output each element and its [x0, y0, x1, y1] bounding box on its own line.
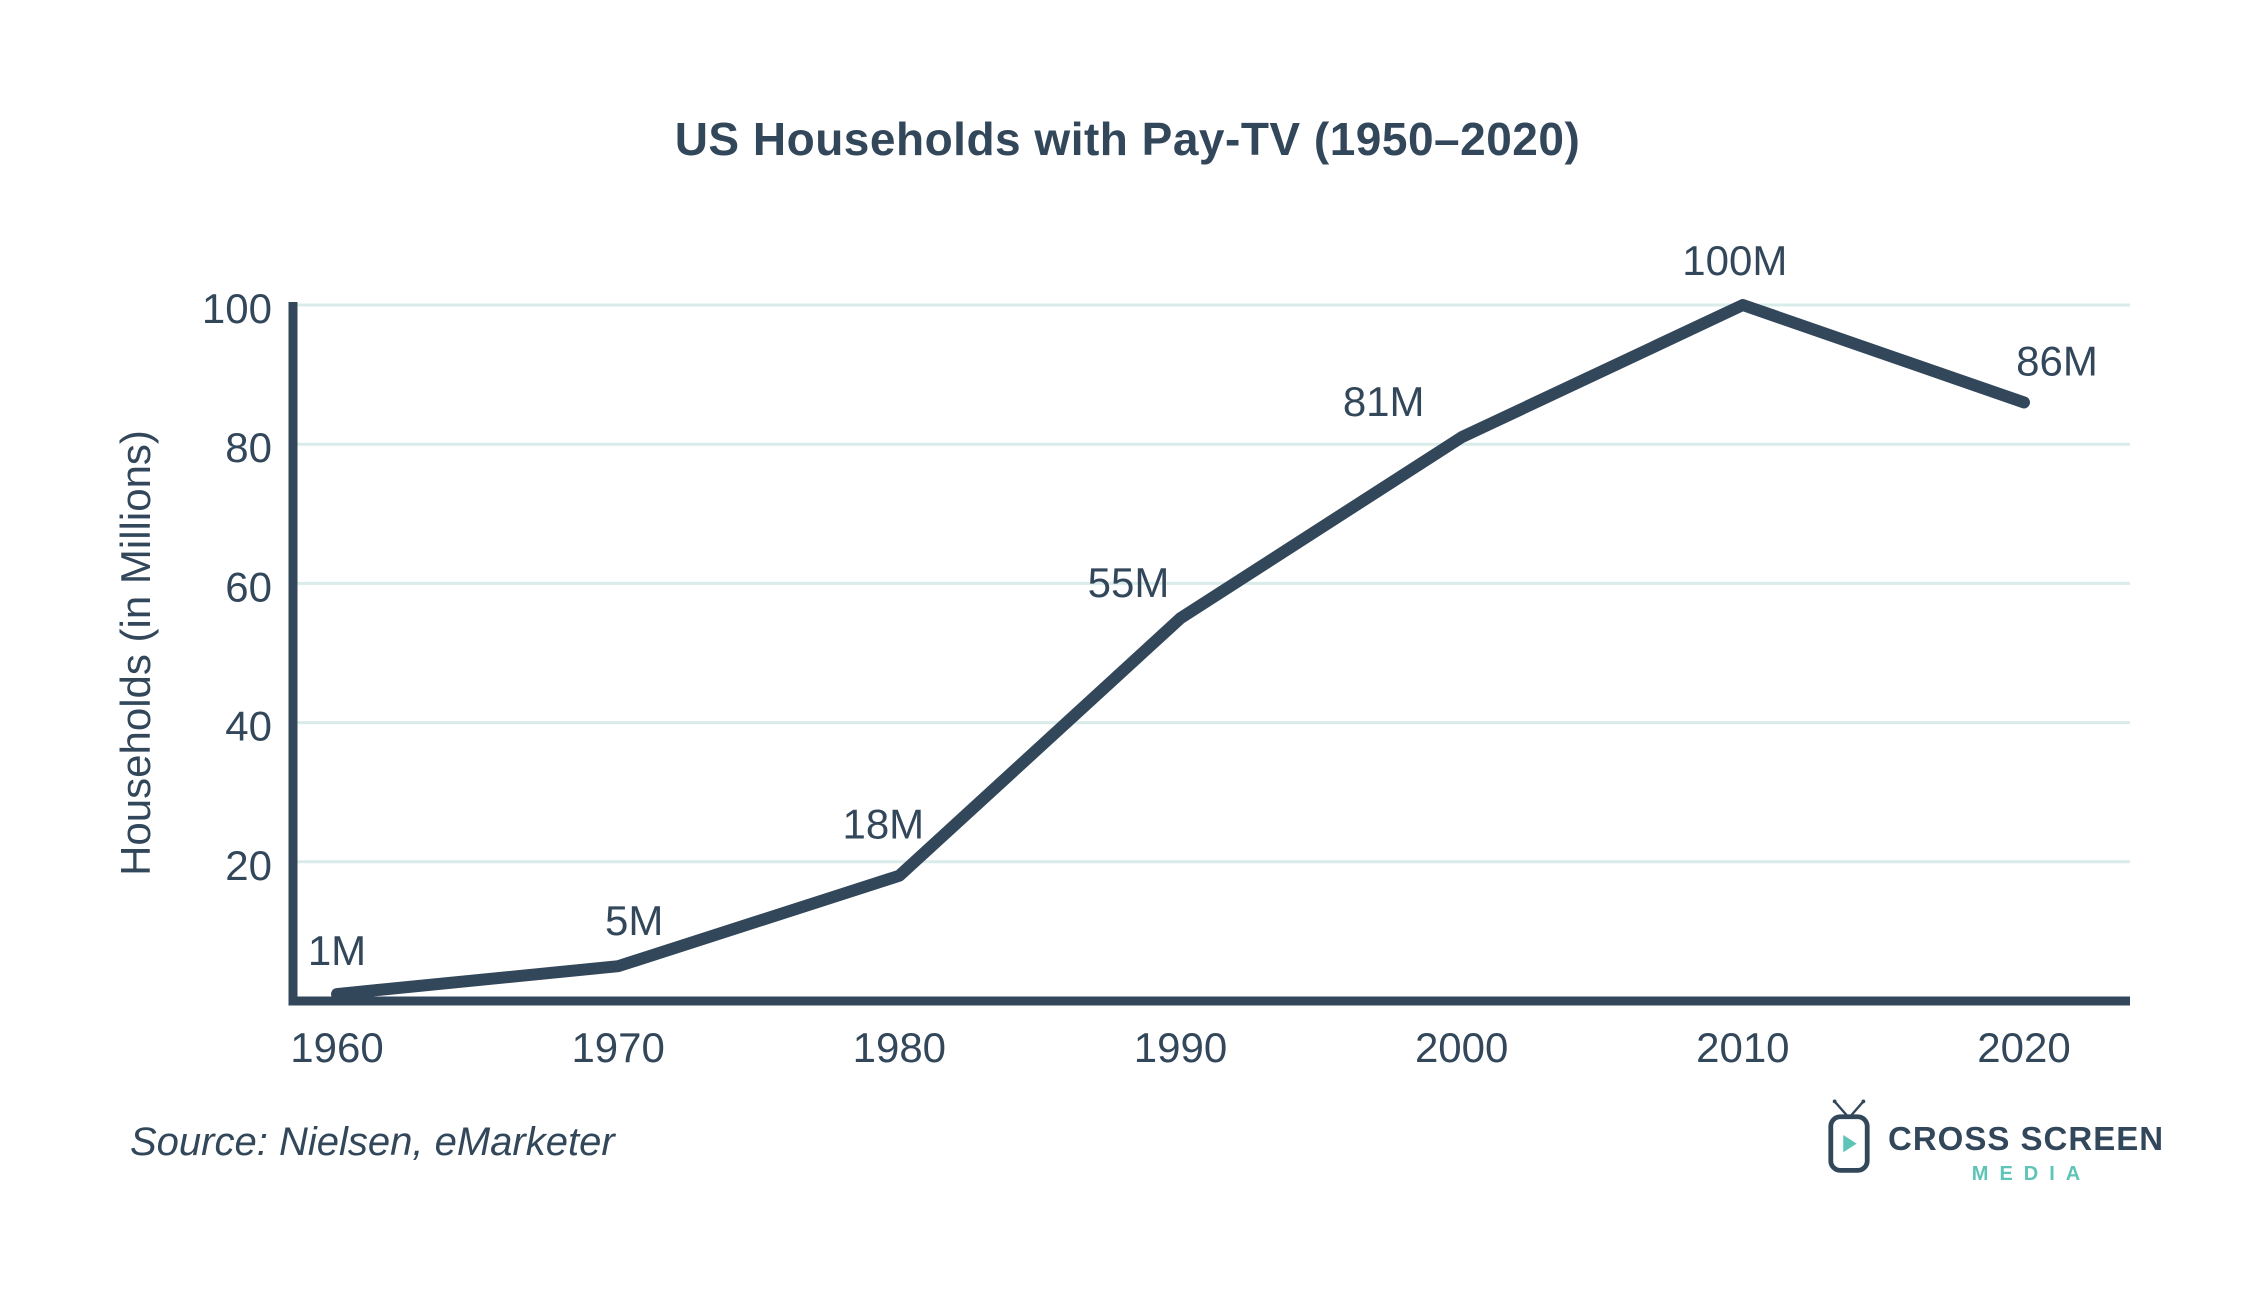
- x-tick-label-1980: 1980: [853, 1024, 946, 1071]
- x-tick-label-1990: 1990: [1134, 1024, 1227, 1071]
- data-label-55M: 55M: [1088, 559, 1170, 606]
- data-label-1M: 1M: [308, 927, 366, 974]
- y-tick-label-20: 20: [225, 842, 272, 889]
- y-tick-label-100: 100: [202, 285, 272, 332]
- data-label-100M: 100M: [1682, 237, 1787, 284]
- x-tick-label-2010: 2010: [1696, 1024, 1789, 1071]
- y-tick-label-40: 40: [225, 703, 272, 750]
- logo-brand-sub: MEDIA: [1971, 1163, 2092, 1185]
- logo-brand-name: CROSS SCREEN: [1888, 1120, 2165, 1157]
- x-tick-label-1970: 1970: [571, 1024, 664, 1071]
- data-label-18M: 18M: [842, 801, 924, 848]
- y-tick-label-80: 80: [225, 424, 272, 471]
- tv-play-icon: [1828, 1099, 1870, 1173]
- x-tick-label-2000: 2000: [1415, 1024, 1508, 1071]
- x-tick-label-2020: 2020: [1977, 1024, 2070, 1071]
- y-tick-label-60: 60: [225, 563, 272, 610]
- page-title: US Households with Pay-TV (1950–2020): [674, 113, 1581, 165]
- data-label-86M: 86M: [2016, 337, 2098, 384]
- y-axis-title: Households (in Millions): [112, 430, 159, 876]
- pay-tv-households-line: [331, 299, 2030, 1001]
- data-label-81M: 81M: [1343, 378, 1425, 425]
- x-tick-label-1960: 1960: [290, 1024, 383, 1071]
- cross-screen-media-logo: CROSS SCREEN MEDIA: [1826, 1094, 2164, 1186]
- source-note: Source: Nielsen, eMarketer: [130, 1120, 615, 1164]
- data-label-5M: 5M: [605, 897, 663, 944]
- logo-text: CROSS SCREEN MEDIA: [1888, 1094, 2164, 1186]
